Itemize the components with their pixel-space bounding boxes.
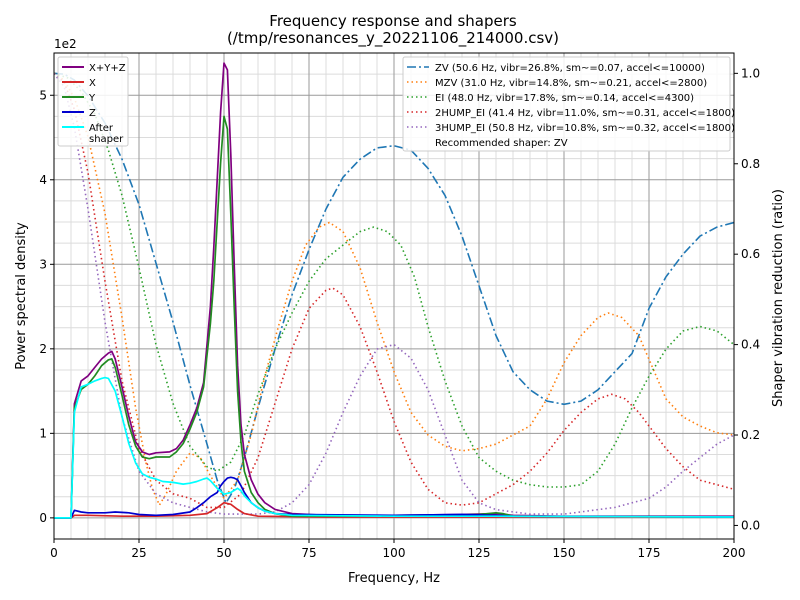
x-axis-label: Frequency, Hz [348,571,440,586]
x-tick-label: 50 [216,546,231,560]
shaper-line-4 [54,72,734,515]
legend-psd-label-0: X+Y+Z [89,63,126,74]
shaper-line-1 [54,72,734,506]
y-left-tick-label: 0 [39,511,47,525]
psd-line-0 [54,62,734,519]
y-right-tick-label: 0.4 [741,338,760,352]
legend-psd-label-4: shaper [89,134,124,145]
psd-series-group [54,62,734,519]
legend-shaper-label-1: MZV (31.0 Hz, vibr=14.8%, sm~=0.21, acce… [435,78,707,89]
legend-psd-label-2: Y [88,93,96,104]
legend-shaper-label-4: 3HUMP_EI (50.8 Hz, vibr=10.8%, sm~=0.32,… [435,123,735,134]
x-tick-label: 25 [131,546,146,560]
legend-shaper-label-3: 2HUMP_EI (41.4 Hz, vibr=11.0%, sm~=0.31,… [435,108,735,119]
y-axis-right: 0.0 0.2 0.4 0.6 0.8 1.0 [734,66,760,532]
legend-psd-label-3: Z [89,108,96,119]
x-tick-label: 75 [301,546,316,560]
x-tick-label: 200 [723,546,746,560]
y-left-tick-label: 5 [39,88,47,102]
y-right-tick-label: 0.0 [741,518,760,532]
legend-shaper-label-2: EI (48.0 Hz, vibr=17.8%, sm~=0.14, accel… [435,93,694,104]
y-right-tick-label: 0.6 [741,247,760,261]
x-tick-label: 100 [383,546,406,560]
y-axis-right-label: Shaper vibration reduction (ratio) [771,189,786,407]
y-left-tick-label: 4 [39,173,47,187]
x-tick-label: 0 [50,546,58,560]
y-left-tick-label: 1 [39,426,47,440]
y-offset-text: 1e2 [54,37,77,51]
x-tick-label: 125 [468,546,491,560]
legend-psd-label-1: X [89,78,96,89]
legend-shaper-label-0: ZV (50.6 Hz, vibr=26.8%, sm~=0.07, accel… [435,63,705,74]
x-tick-label: 150 [553,546,576,560]
x-tick-label: 175 [638,546,661,560]
shaper-line-0 [54,72,734,504]
legend-psd-label-4: After [89,123,114,134]
psd-line-1 [54,501,734,519]
y-left-tick-label: 2 [39,342,47,356]
y-right-tick-label: 1.0 [741,66,760,80]
y-right-tick-label: 0.8 [741,157,760,171]
y-axis-left: 0 1 2 3 4 5 [39,88,54,525]
legend-shapers: ZV (50.6 Hz, vibr=26.8%, sm~=0.07, accel… [402,56,735,152]
y-right-tick-label: 0.2 [741,428,760,442]
y-axis-left-label: Power spectral density [14,222,29,370]
shaper-series-group [54,72,734,515]
legend-recommended-shaper: Recommended shaper: ZV [435,138,568,149]
y-left-tick-label: 3 [39,257,47,271]
chart-title: Frequency response and shapers [269,12,517,30]
legend-psd-box [57,56,129,147]
shaper-line-3 [54,72,734,509]
chart-subtitle: (/tmp/resonances_y_20221106_214000.csv) [227,29,559,48]
legend-shapers-box [402,56,731,152]
psd-line-4 [54,376,734,519]
x-axis: 0 25 50 75 100 125 150 175 200 [50,539,745,560]
